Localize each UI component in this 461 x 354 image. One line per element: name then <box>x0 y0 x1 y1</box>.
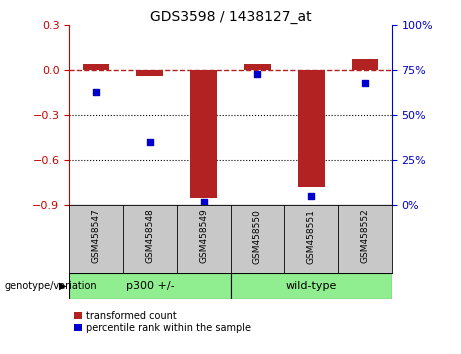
Bar <box>69 273 230 299</box>
Bar <box>230 273 392 299</box>
Point <box>92 89 100 95</box>
Point <box>307 193 315 199</box>
Point <box>254 71 261 76</box>
Text: GSM458547: GSM458547 <box>92 209 100 263</box>
Bar <box>298 70 325 187</box>
Point <box>146 139 154 145</box>
Bar <box>244 64 271 70</box>
Title: GDS3598 / 1438127_at: GDS3598 / 1438127_at <box>150 10 311 24</box>
Point <box>361 80 369 85</box>
Text: GSM458549: GSM458549 <box>199 209 208 263</box>
Text: p300 +/-: p300 +/- <box>125 281 174 291</box>
Text: GSM458551: GSM458551 <box>307 209 316 264</box>
Text: GSM458548: GSM458548 <box>145 209 154 263</box>
Legend: transformed count, percentile rank within the sample: transformed count, percentile rank withi… <box>74 311 251 333</box>
Text: wild-type: wild-type <box>285 281 337 291</box>
Bar <box>83 64 109 70</box>
Bar <box>351 59 378 70</box>
Bar <box>190 70 217 198</box>
Text: genotype/variation: genotype/variation <box>5 281 97 291</box>
Point <box>200 199 207 205</box>
Text: GSM458550: GSM458550 <box>253 209 262 264</box>
Text: GSM458552: GSM458552 <box>361 209 369 263</box>
Bar <box>136 70 163 76</box>
Text: ▶: ▶ <box>59 281 67 291</box>
